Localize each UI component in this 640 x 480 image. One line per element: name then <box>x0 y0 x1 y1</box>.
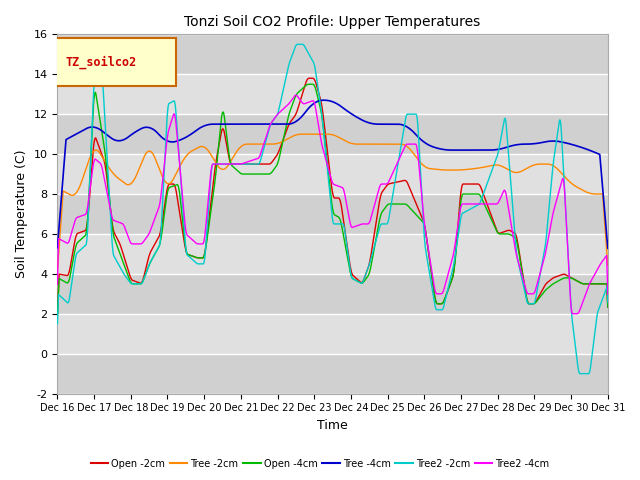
Text: TZ_soilco2: TZ_soilco2 <box>66 55 137 69</box>
FancyBboxPatch shape <box>54 38 176 86</box>
X-axis label: Time: Time <box>317 419 348 432</box>
Bar <box>58 194 608 234</box>
Y-axis label: Soil Temperature (C): Soil Temperature (C) <box>15 150 28 278</box>
Bar <box>58 354 608 394</box>
Bar <box>58 274 608 314</box>
Legend: Open -2cm, Tree -2cm, Open -4cm, Tree -4cm, Tree2 -2cm, Tree2 -4cm: Open -2cm, Tree -2cm, Open -4cm, Tree -4… <box>87 455 553 473</box>
Title: Tonzi Soil CO2 Profile: Upper Temperatures: Tonzi Soil CO2 Profile: Upper Temperatur… <box>184 15 481 29</box>
Bar <box>58 35 608 74</box>
Bar <box>58 114 608 154</box>
